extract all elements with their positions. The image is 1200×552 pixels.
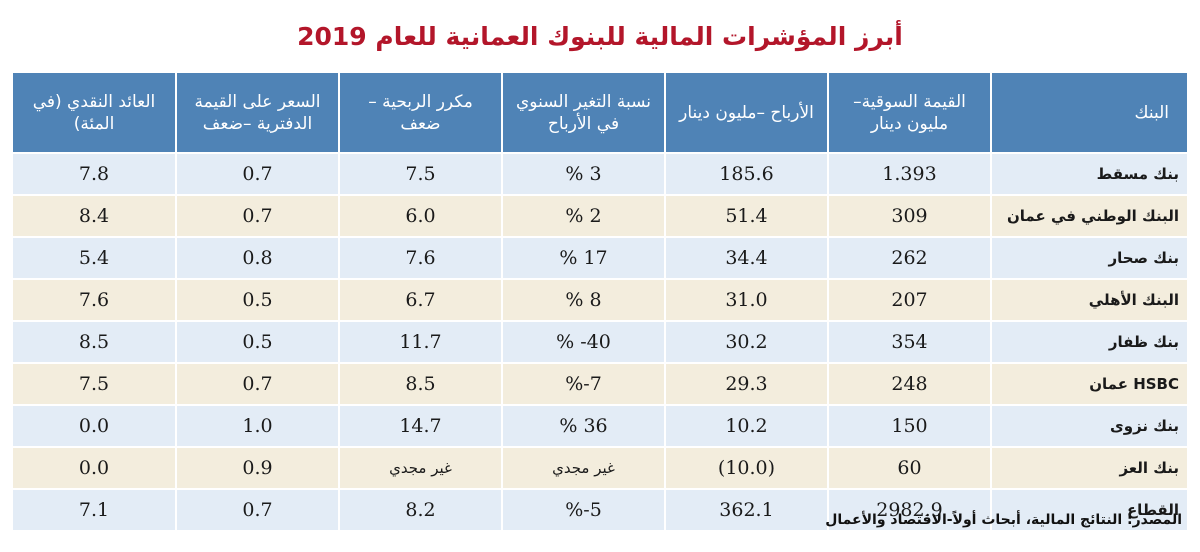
cell-dividend-yield: 0.0 [13, 404, 176, 447]
cell-price-to-book: 1.0 [175, 404, 339, 447]
cell-market-value: 248 [827, 362, 991, 405]
cell-profits: 29.3 [664, 362, 828, 405]
cell-market-value: 150 [827, 404, 991, 447]
cell-market-value: 262 [827, 236, 991, 279]
table-row: بنك نزوى 150 10.2 36 % 14.7 1.0 0.0 [13, 404, 1187, 447]
table-row: البنك الوطني في عمان 309 51.4 2 % 6.0 0.7 8.4 [13, 194, 1187, 237]
column-header-bank: البنك [990, 73, 1187, 153]
cell-bank-name: القطاع [990, 488, 1187, 530]
cell-dividend-yield: 7.1 [13, 488, 176, 530]
table-row: بنك مسقط 1.393 185.6 3 % 7.5 0.7 7.8 [13, 152, 1187, 195]
cell-profits: 34.4 [664, 236, 828, 279]
cell-market-value: 207 [827, 278, 991, 321]
cell-pe-ratio: 8.2 [338, 488, 502, 530]
cell-annual-change: 8 % [501, 278, 665, 321]
cell-price-to-book: 0.8 [175, 236, 339, 279]
cell-annual-change: 2 % [501, 194, 665, 237]
cell-annual-change: غير مجدي [501, 446, 665, 489]
column-header-price-to-book: السعر على القيمة الدفترية –ضعف [175, 73, 339, 153]
cell-annual-change: 40- % [501, 320, 665, 363]
cell-price-to-book: 0.7 [175, 488, 339, 530]
cell-dividend-yield: 7.5 [13, 362, 176, 405]
column-header-dividend-yield: العائد النقدي (في المئة) [13, 73, 176, 153]
table-row: البنك الأهلي 207 31.0 8 % 6.7 0.5 7.6 [13, 278, 1187, 321]
header-row: البنك القيمة السوقية– مليون دينار الأربا… [13, 73, 1187, 153]
cell-dividend-yield: 0.0 [13, 446, 176, 489]
cell-annual-change: 36 % [501, 404, 665, 447]
cell-pe-ratio: 7.6 [338, 236, 502, 279]
cell-annual-change: 5-% [501, 488, 665, 530]
page-title: أبرز المؤشرات المالية للبنوك العمانية لل… [297, 22, 903, 51]
cell-annual-change: 7-% [501, 362, 665, 405]
cell-pe-ratio: 14.7 [338, 404, 502, 447]
source-note: المصدر: النتائج المالية، أبحاث أولاً-الا… [825, 512, 1182, 528]
cell-market-value: 1.393 [827, 152, 991, 195]
cell-dividend-yield: 8.4 [13, 194, 176, 237]
cell-dividend-yield: 8.5 [13, 320, 176, 363]
cell-bank-name: بنك العز [990, 446, 1187, 489]
cell-profits: 31.0 [664, 278, 828, 321]
cell-bank-name: البنك الوطني في عمان [990, 194, 1187, 237]
cell-market-value: 354 [827, 320, 991, 363]
cell-dividend-yield: 5.4 [13, 236, 176, 279]
table-row: بنك العز 60 (10.0) غير مجدي غير مجدي 0.9 0.0 [13, 446, 1187, 489]
cell-price-to-book: 0.5 [175, 320, 339, 363]
indicators-table: البنك القيمة السوقية– مليون دينار الأربا… [13, 73, 1187, 530]
cell-pe-ratio: 8.5 [338, 362, 502, 405]
cell-bank-name: بنك ظفار [990, 320, 1187, 363]
cell-market-value: 2982.9 [827, 488, 991, 530]
cell-price-to-book: 0.7 [175, 152, 339, 195]
cell-profits: (10.0) [664, 446, 828, 489]
cell-bank-name: بنك مسقط [990, 152, 1187, 195]
cell-bank-name: البنك الأهلي [990, 278, 1187, 321]
cell-bank-name: HSBC عمان [990, 362, 1187, 405]
cell-profits: 185.6 [664, 152, 828, 195]
cell-pe-ratio: 6.0 [338, 194, 502, 237]
column-header-market-value: القيمة السوقية– مليون دينار [827, 73, 991, 153]
cell-profits: 10.2 [664, 404, 828, 447]
table-row: HSBC عمان 248 29.3 7-% 8.5 0.7 7.5 [13, 362, 1187, 405]
table-row: بنك صحار 262 34.4 17 % 7.6 0.8 5.4 [13, 236, 1187, 279]
cell-dividend-yield: 7.6 [13, 278, 176, 321]
cell-dividend-yield: 7.8 [13, 152, 176, 195]
table-row: القطاع 2982.9 362.1 5-% 8.2 0.7 7.1 [13, 488, 1187, 530]
column-header-pe-ratio: مكرر الربحية –ضعف [338, 73, 502, 153]
cell-annual-change: 17 % [501, 236, 665, 279]
cell-profits: 30.2 [664, 320, 828, 363]
cell-profits: 51.4 [664, 194, 828, 237]
cell-price-to-book: 0.7 [175, 194, 339, 237]
cell-market-value: 309 [827, 194, 991, 237]
cell-price-to-book: 0.5 [175, 278, 339, 321]
cell-bank-name: بنك صحار [990, 236, 1187, 279]
column-header-annual-change: نسبة التغير السنوي في الأرباح [501, 73, 665, 153]
table-row: بنك ظفار 354 30.2 40- % 11.7 0.5 8.5 [13, 320, 1187, 363]
cell-annual-change: 3 % [501, 152, 665, 195]
cell-profits: 362.1 [664, 488, 828, 530]
cell-pe-ratio: 6.7 [338, 278, 502, 321]
column-header-profits: الأرباح –مليون دينار [664, 73, 828, 153]
cell-bank-name: بنك نزوى [990, 404, 1187, 447]
cell-price-to-book: 0.9 [175, 446, 339, 489]
cell-pe-ratio: 11.7 [338, 320, 502, 363]
cell-pe-ratio: غير مجدي [338, 446, 502, 489]
cell-pe-ratio: 7.5 [338, 152, 502, 195]
cell-market-value: 60 [827, 446, 991, 489]
cell-price-to-book: 0.7 [175, 362, 339, 405]
